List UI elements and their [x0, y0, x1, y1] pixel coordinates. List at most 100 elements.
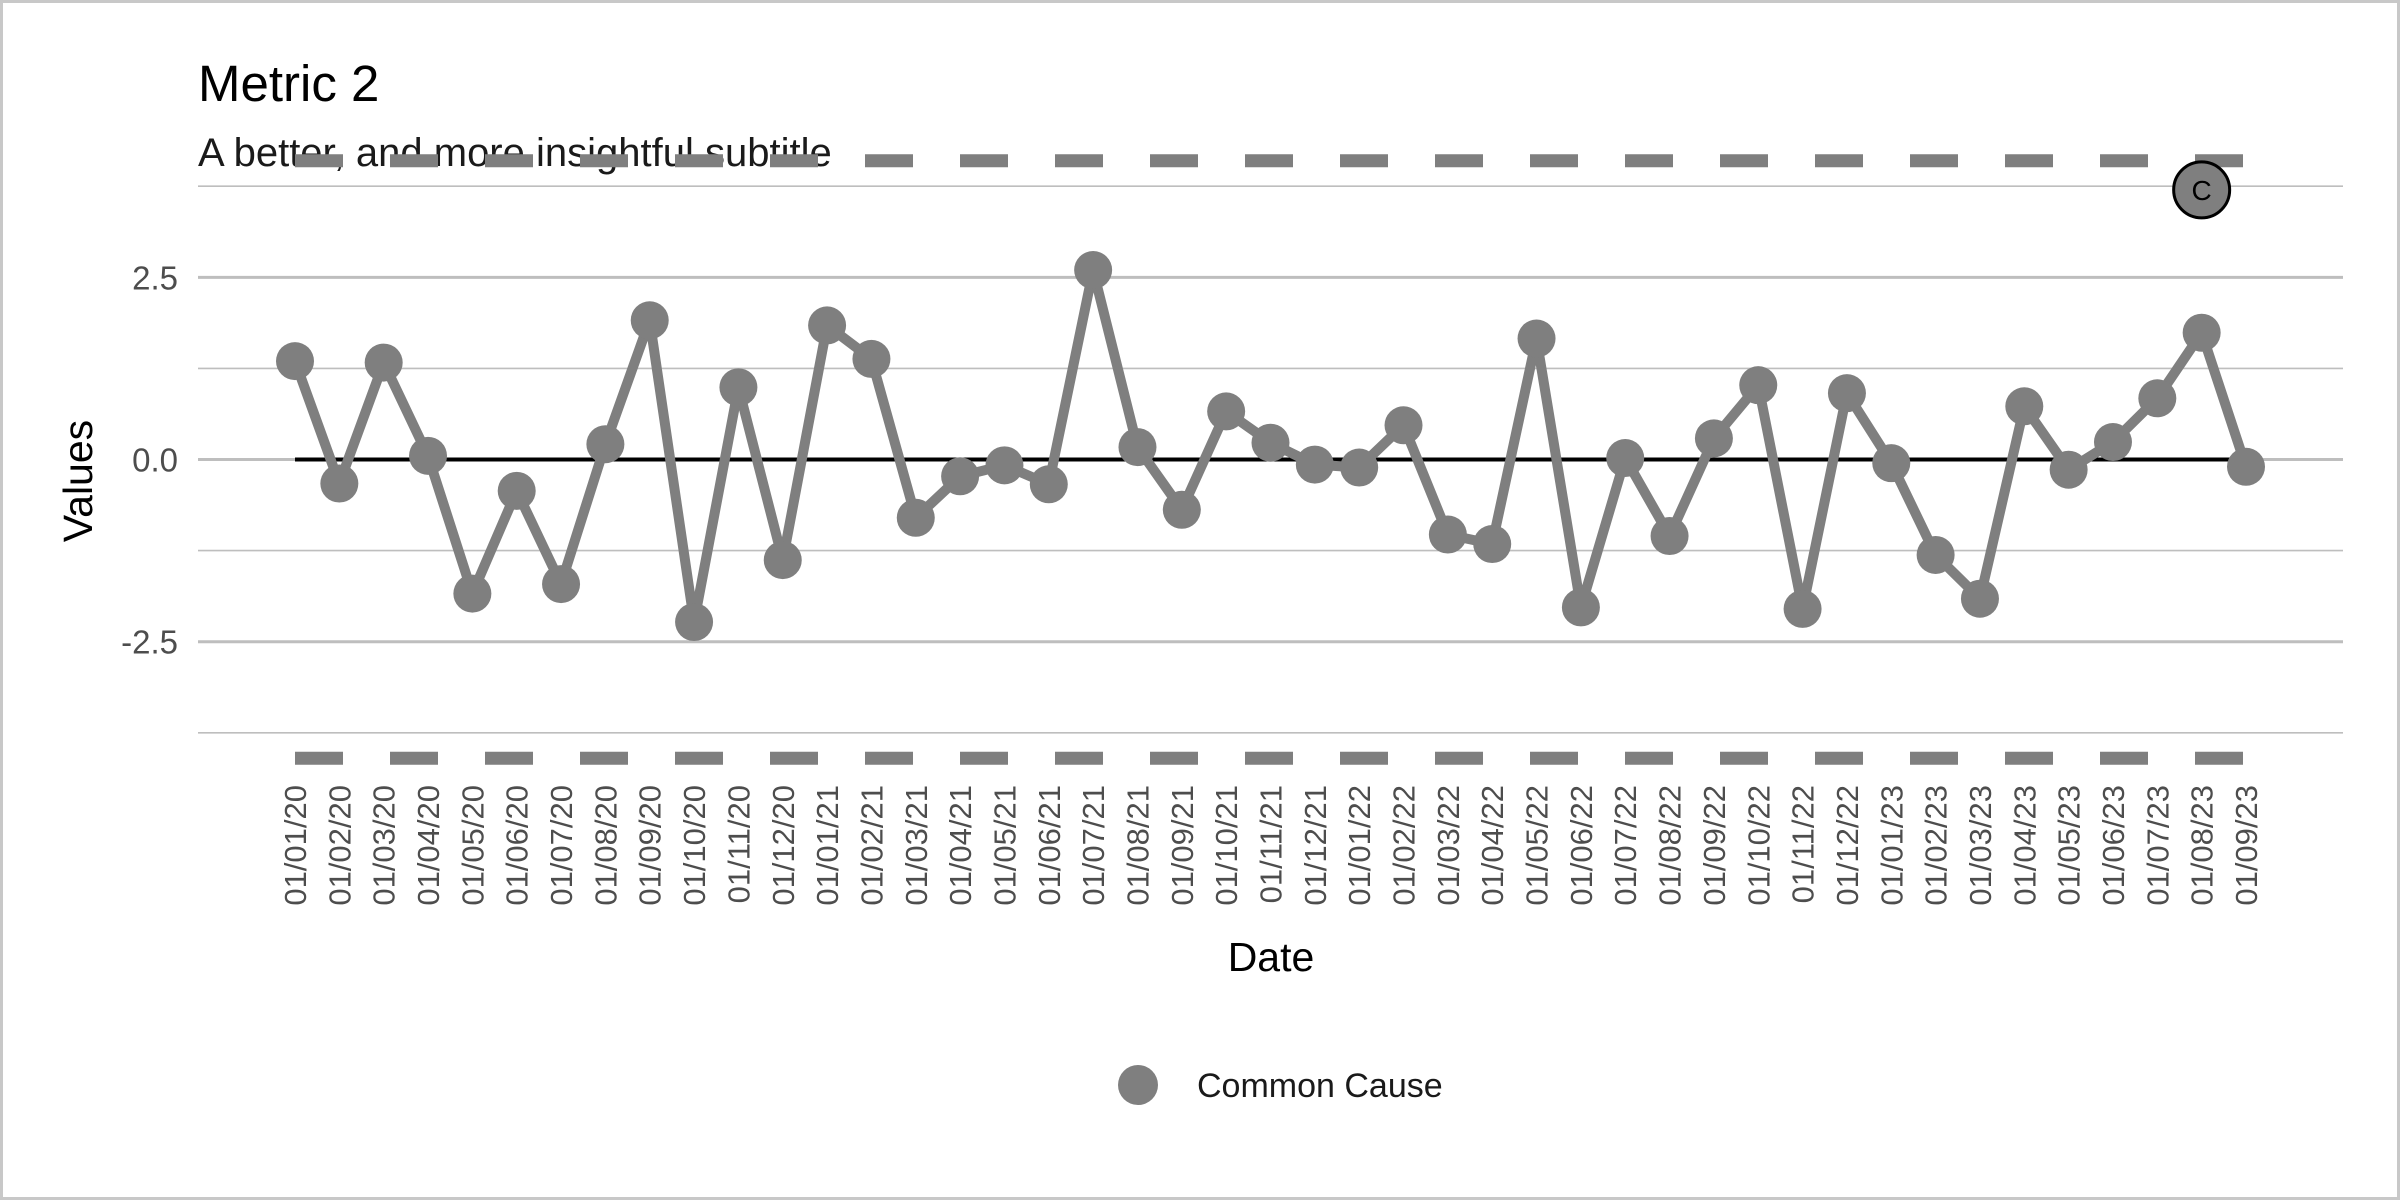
- x-tick-label: 01/09/23: [2229, 785, 2264, 906]
- data-point: [896, 498, 935, 537]
- chart-subtitle: A better, and more insightful subtitle: [198, 131, 832, 175]
- x-tick-label: 01/04/20: [411, 785, 446, 906]
- data-point: [364, 343, 403, 382]
- data-point: [1295, 445, 1334, 484]
- y-tick-label: 0.0: [132, 442, 178, 479]
- x-tick-label: 01/02/21: [854, 785, 889, 906]
- x-tick-label: 01/06/20: [500, 785, 535, 906]
- x-tick-label: 01/11/20: [721, 785, 756, 903]
- data-point: [675, 603, 714, 642]
- x-tick-label: 01/05/20: [455, 785, 490, 906]
- data-point: [2138, 379, 2177, 418]
- data-point: [2227, 447, 2265, 486]
- chart-title: Metric 2: [198, 55, 379, 112]
- x-tick-label: 01/10/20: [677, 785, 712, 906]
- annotation-marker: [2172, 160, 2232, 220]
- data-point: [1074, 251, 1113, 290]
- data-point: [276, 342, 314, 381]
- chart-canvas: Metric 2 A better, and more insightful s…: [55, 55, 2343, 1105]
- x-tick-label: 01/10/21: [1209, 785, 1244, 906]
- x-tick-label: 01/09/20: [633, 785, 668, 906]
- data-point: [1606, 439, 1645, 478]
- data-point: [586, 425, 625, 464]
- data-point: [1251, 423, 1290, 462]
- data-point: [630, 301, 669, 340]
- data-point: [852, 339, 891, 378]
- x-tick-label: 01/07/20: [544, 785, 579, 906]
- x-tick-label: 01/04/23: [2007, 785, 2042, 906]
- x-axis-title: Date: [1228, 934, 1315, 980]
- y-axis-title: Values: [55, 420, 101, 542]
- x-tick-label: 01/08/22: [1653, 785, 1688, 906]
- data-point: [808, 306, 847, 345]
- x-tick-label: 01/11/21: [1254, 785, 1289, 903]
- x-tick-label: 01/12/21: [1298, 785, 1333, 906]
- data-point: [542, 565, 581, 604]
- x-tick-label: 01/11/22: [1786, 785, 1821, 903]
- data-point: [1650, 517, 1689, 556]
- x-tick-label: 01/07/21: [1076, 785, 1111, 906]
- x-tick-label: 01/03/20: [367, 785, 402, 906]
- data-point: [1207, 392, 1246, 431]
- data-point: [1428, 515, 1467, 554]
- data-point: [1827, 374, 1866, 413]
- y-tick-label: -2.5: [121, 624, 178, 661]
- x-tick-label: 01/05/23: [2052, 785, 2087, 906]
- legend-swatch: [1118, 1065, 1158, 1105]
- data-point: [1340, 448, 1379, 487]
- annotation-layer: C: [2172, 160, 2232, 220]
- data-point: [1960, 579, 1999, 618]
- x-tick-label: 01/03/21: [899, 785, 934, 906]
- data-point: [1029, 465, 1068, 504]
- data-point: [1739, 366, 1778, 405]
- data-point: [409, 436, 448, 475]
- x-tick-label: 01/08/23: [2185, 785, 2220, 906]
- data-point: [1561, 588, 1600, 627]
- data-point: [1872, 444, 1911, 483]
- x-tick-label: 01/02/23: [1919, 785, 1954, 906]
- x-tick-label: 01/01/21: [810, 785, 845, 906]
- data-point: [453, 574, 492, 613]
- x-tick-label: 01/05/22: [1520, 785, 1555, 906]
- legend-label: Common Cause: [1197, 1067, 1443, 1105]
- data-point: [985, 446, 1024, 485]
- annotation-label: C: [2192, 175, 2212, 206]
- x-tick-label: 01/09/21: [1165, 785, 1200, 906]
- x-tick-label: 01/07/22: [1608, 785, 1643, 906]
- x-tick-label: 01/01/23: [1874, 785, 1909, 906]
- data-point: [1162, 490, 1201, 529]
- x-tick-label: 01/01/22: [1342, 785, 1377, 906]
- data-point: [941, 457, 980, 496]
- data-point: [2182, 313, 2221, 352]
- legend: Common Cause: [1118, 1065, 1443, 1105]
- control-limits: [295, 154, 2246, 765]
- data-point: [1694, 419, 1733, 458]
- x-tick-label: 01/09/22: [1697, 785, 1732, 906]
- data-point: [763, 541, 802, 580]
- x-tick-label: 01/12/22: [1830, 785, 1865, 906]
- data-point: [1517, 319, 1556, 358]
- data-point: [719, 368, 758, 407]
- x-tick-label: 01/05/21: [987, 785, 1022, 906]
- x-tick-label: 01/02/22: [1387, 785, 1422, 906]
- data-point: [497, 471, 536, 510]
- x-tick-label: 01/06/23: [2096, 785, 2131, 906]
- series-layer: [276, 251, 2265, 642]
- x-tick-label: 01/08/20: [588, 785, 623, 906]
- x-tick-label: 01/06/21: [1032, 785, 1067, 906]
- data-point: [1118, 428, 1157, 467]
- x-tick-label: 01/01/20: [278, 785, 313, 906]
- x-tick-labels: 01/01/20 01/02/20 01/03/20 01/04/20 01/05/20…: [278, 785, 2264, 906]
- x-tick-label: 01/02/20: [322, 785, 357, 906]
- y-tick-label: 2.5: [132, 259, 178, 296]
- data-point: [320, 464, 359, 503]
- x-tick-label: 01/03/22: [1431, 785, 1466, 906]
- x-tick-label: 01/08/21: [1120, 785, 1155, 906]
- x-tick-label: 01/04/21: [943, 785, 978, 906]
- x-tick-label: 01/12/20: [766, 785, 801, 906]
- x-tick-label: 01/06/22: [1564, 785, 1599, 906]
- x-tick-label: 01/07/23: [2140, 785, 2175, 906]
- data-point: [2093, 423, 2132, 462]
- data-point: [1384, 406, 1423, 445]
